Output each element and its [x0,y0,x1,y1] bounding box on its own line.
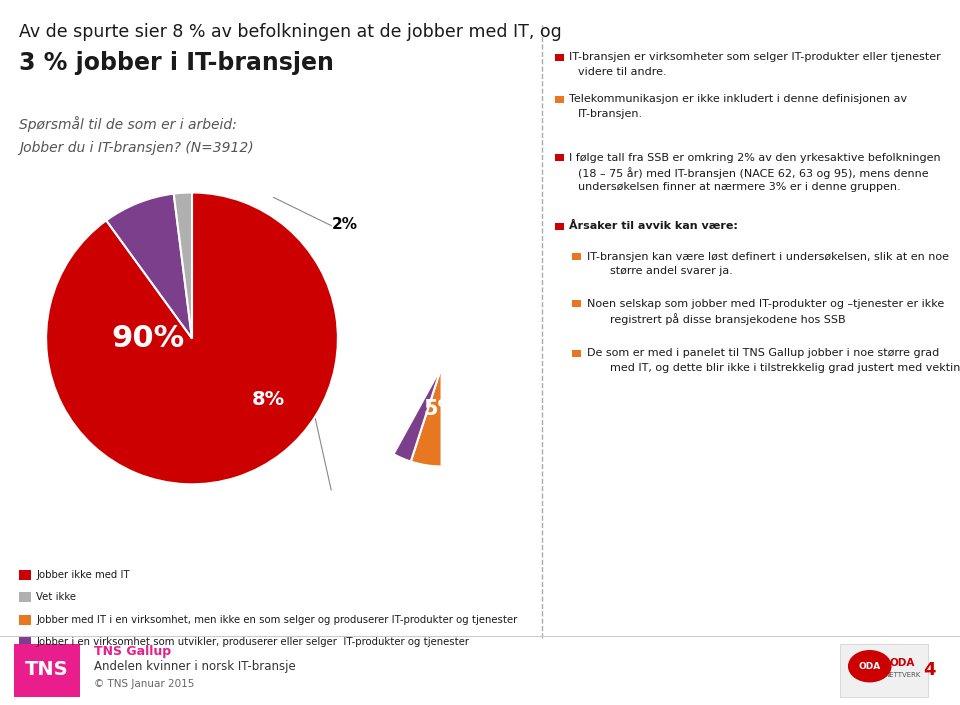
Text: 90%: 90% [111,324,185,353]
FancyBboxPatch shape [14,644,80,697]
Point [282,292,294,300]
FancyBboxPatch shape [555,154,564,161]
FancyBboxPatch shape [19,615,31,625]
FancyBboxPatch shape [840,644,928,697]
Text: Jobber ikke med IT: Jobber ikke med IT [36,570,131,580]
Text: IT-bransjen.: IT-bransjen. [578,109,643,119]
Text: 2%: 2% [332,217,358,232]
FancyBboxPatch shape [555,54,564,61]
Text: Telekommunikasjon er ikke inkludert i denne definisjonen av: Telekommunikasjon er ikke inkludert i de… [569,94,907,104]
Text: © TNS Januar 2015: © TNS Januar 2015 [94,679,195,689]
FancyBboxPatch shape [19,637,31,647]
FancyBboxPatch shape [19,570,31,580]
Text: 5%: 5% [424,398,459,419]
Text: ODA: ODA [890,658,915,668]
FancyBboxPatch shape [572,350,581,357]
Circle shape [849,651,891,682]
Text: undersøkelsen finner at nærmere 3% er i denne gruppen.: undersøkelsen finner at nærmere 3% er i … [578,182,900,192]
Text: Jobber du i IT-bransjen? (N=3912): Jobber du i IT-bransjen? (N=3912) [19,141,253,155]
FancyBboxPatch shape [572,253,581,260]
FancyBboxPatch shape [555,223,564,230]
Text: NETTVERK: NETTVERK [884,673,921,678]
Text: 3%: 3% [476,306,507,324]
Point [325,486,337,494]
Text: 8%: 8% [252,390,284,409]
Text: Andelen kvinner i norsk IT-bransje: Andelen kvinner i norsk IT-bransje [94,660,296,673]
FancyBboxPatch shape [572,300,581,307]
Text: Årsaker til avvik kan være:: Årsaker til avvik kan være: [569,221,738,231]
Text: IT-bransjen kan være løst definert i undersøkelsen, slik at en noe: IT-bransjen kan være løst definert i und… [587,252,948,262]
Text: 3 % jobber i IT-bransjen: 3 % jobber i IT-bransjen [19,51,334,75]
Text: IT-bransjen er virksomheter som selger IT-produkter eller tjenester: IT-bransjen er virksomheter som selger I… [569,52,941,62]
Line: 2 pts: 2 pts [288,296,331,490]
Text: I følge tall fra SSB er omkring 2% av den yrkesaktive befolkningen: I følge tall fra SSB er omkring 2% av de… [569,153,941,163]
Text: Jobber med IT i en virksomhet, men ikke en som selger og produserer IT-produkter: Jobber med IT i en virksomhet, men ikke … [36,615,517,625]
Text: større andel svarer ja.: større andel svarer ja. [610,266,732,276]
Text: Vet ikke: Vet ikke [36,592,77,602]
Text: Spørsmål til de som er i arbeid:: Spørsmål til de som er i arbeid: [19,116,237,133]
Text: Av de spurte sier 8 % av befolkningen at de jobber med IT, og: Av de spurte sier 8 % av befolkningen at… [19,23,562,41]
Wedge shape [107,194,192,338]
Text: med IT, og dette blir ikke i tilstrekkelig grad justert med vekting.: med IT, og dette blir ikke i tilstrekkel… [610,363,960,373]
Text: TNS Gallup: TNS Gallup [94,645,171,658]
Text: ODA: ODA [858,662,881,670]
FancyBboxPatch shape [555,96,564,103]
Text: Noen selskap som jobber med IT-produkter og –tjenester er ikke: Noen selskap som jobber med IT-produkter… [587,299,944,309]
Text: videre til andre.: videre til andre. [578,67,666,77]
Point [268,193,279,202]
Text: registrert på disse bransjekodene hos SSB: registrert på disse bransjekodene hos SS… [610,313,845,324]
Text: 4: 4 [924,661,936,679]
Wedge shape [394,367,442,462]
Text: (18 – 75 år) med IT-bransjen (NACE 62, 63 og 95), mens denne: (18 – 75 år) med IT-bransjen (NACE 62, 6… [578,167,928,178]
Line: 2 pts: 2 pts [274,197,331,226]
Wedge shape [411,367,442,467]
Wedge shape [46,192,338,484]
Point [325,221,337,230]
Wedge shape [174,192,192,338]
Text: TNS: TNS [25,661,69,679]
FancyBboxPatch shape [19,592,31,602]
Text: De som er med i panelet til TNS Gallup jobber i noe større grad: De som er med i panelet til TNS Gallup j… [587,348,939,358]
Text: Jobber i en virksomhet som utvikler, produserer eller selger  IT-produkter og tj: Jobber i en virksomhet som utvikler, pro… [36,637,469,647]
